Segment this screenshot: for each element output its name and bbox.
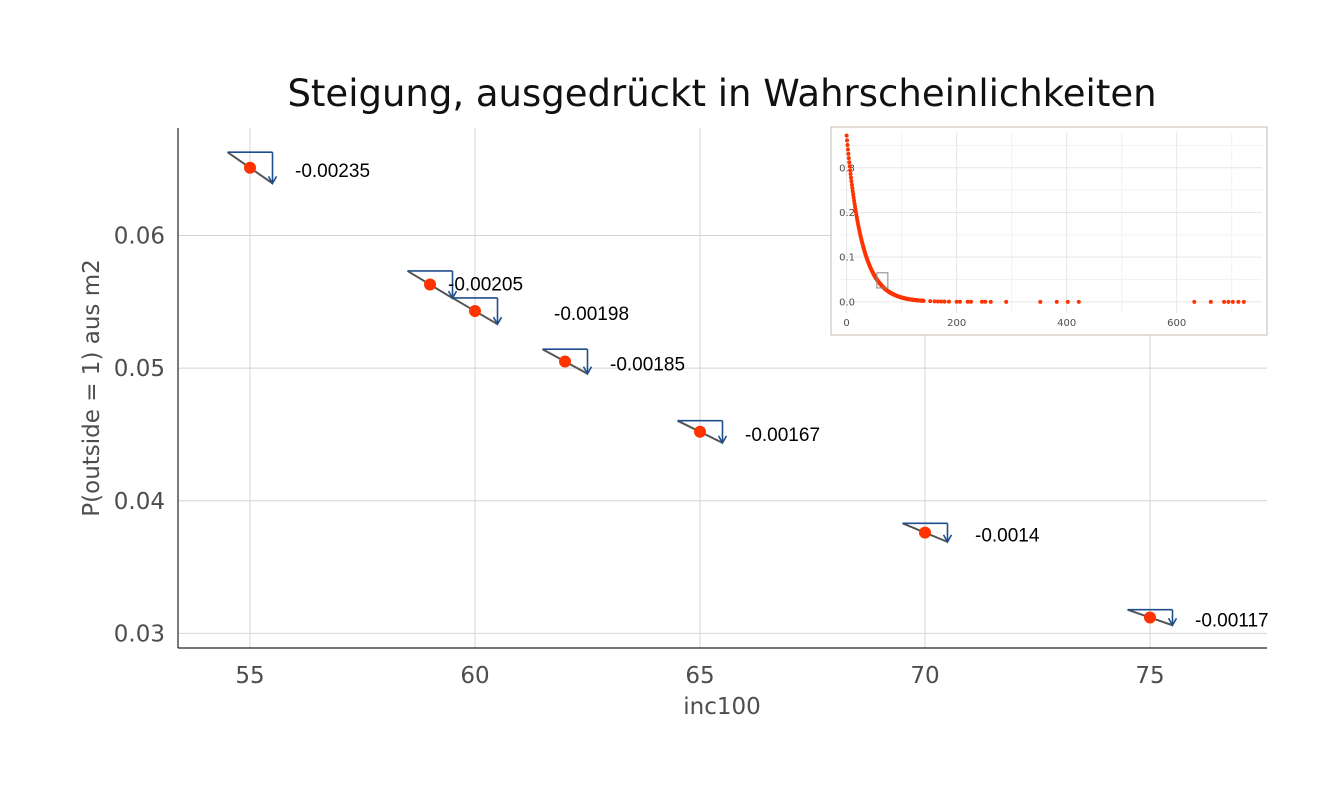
rise-arrowhead bbox=[492, 316, 503, 326]
rise-arrowhead bbox=[267, 175, 278, 185]
rise-arrowhead bbox=[942, 534, 953, 544]
slope-labels: -0.00235 -0.00205 -0.00198 -0.00185 -0.00167… bbox=[295, 161, 1269, 632]
inset-zoom-rectangle bbox=[876, 272, 889, 289]
inset-data-point bbox=[850, 189, 855, 194]
inset-data-point bbox=[849, 179, 854, 184]
inset-x-tick-labels: 0 200 400 600 bbox=[843, 318, 1186, 329]
inset-plot: 0 200 400 600 0.0 0.1 0.2 0.3 bbox=[830, 126, 1268, 336]
inset-data-point bbox=[850, 186, 855, 191]
slope-label: -0.00185 bbox=[610, 354, 685, 375]
inset-data-points bbox=[844, 133, 1246, 304]
inset-data-point bbox=[988, 299, 993, 304]
inset-data-point bbox=[979, 299, 984, 304]
slope-label: -0.00235 bbox=[295, 161, 370, 182]
inset-data-point bbox=[848, 168, 853, 173]
inset-data-point bbox=[847, 164, 852, 169]
inset-data-point bbox=[1004, 299, 1009, 304]
inset-data-point bbox=[939, 299, 944, 304]
data-point bbox=[424, 278, 436, 291]
inset-y-tick-label: 0.1 bbox=[839, 253, 855, 264]
y-tick-labels: 0.03 0.04 0.05 0.06 bbox=[114, 223, 165, 647]
inset-data-point bbox=[1065, 299, 1070, 304]
y-tick-label: 0.04 bbox=[114, 489, 165, 515]
inset-data-point bbox=[848, 171, 853, 176]
inset-data-point bbox=[1208, 299, 1213, 304]
inset-data-point bbox=[954, 299, 959, 304]
inset-data-point bbox=[846, 151, 851, 156]
inset-data-point bbox=[928, 299, 933, 304]
slope-label: -0.00205 bbox=[448, 275, 523, 296]
x-tick-label: 55 bbox=[235, 663, 264, 689]
data-point bbox=[694, 425, 706, 438]
rise-arrowhead bbox=[1167, 617, 1178, 627]
inset-data-point bbox=[849, 175, 854, 180]
inset-data-point bbox=[1241, 299, 1246, 304]
inset-data-point bbox=[844, 133, 849, 138]
y-tick-label: 0.05 bbox=[114, 356, 165, 382]
inset-data-point bbox=[845, 143, 850, 148]
inset-data-point bbox=[921, 298, 926, 303]
inset-background bbox=[830, 126, 1268, 336]
y-tick-label: 0.06 bbox=[114, 223, 165, 249]
inset-x-tick-label: 200 bbox=[947, 318, 966, 329]
inset-data-point bbox=[851, 192, 856, 197]
x-tick-label: 60 bbox=[460, 663, 489, 689]
inset-x-tick-label: 0 bbox=[843, 318, 849, 329]
inset-data-point bbox=[965, 299, 970, 304]
inset-data-point bbox=[847, 160, 852, 165]
rise-arrowhead bbox=[717, 435, 728, 445]
y-tick-label: 0.03 bbox=[114, 621, 165, 647]
inset-data-point bbox=[1076, 299, 1081, 304]
main-plot-panel: 55 60 65 70 75 0.030.040.050.06 -0.00235-0.0… bbox=[114, 128, 1269, 689]
inset-data-point bbox=[1230, 299, 1235, 304]
inset-data-point bbox=[942, 299, 947, 304]
inset-y-tick-label: 0.3 bbox=[839, 163, 855, 174]
data-point bbox=[469, 305, 481, 318]
inset-data-point bbox=[846, 156, 851, 161]
x-axis-title: inc100 bbox=[683, 694, 761, 720]
inset-highlight-box bbox=[876, 272, 889, 289]
inset-data-point bbox=[1226, 299, 1231, 304]
inset-data-point bbox=[968, 299, 973, 304]
inset-data-point bbox=[849, 182, 854, 187]
slope-label: -0.00198 bbox=[554, 304, 629, 325]
inset-data-point bbox=[1222, 299, 1227, 304]
data-points bbox=[244, 161, 1156, 624]
inset-data-point bbox=[1038, 299, 1043, 304]
x-tick-label: 75 bbox=[1135, 663, 1164, 689]
inset-data-point bbox=[845, 138, 850, 143]
inset-y-tick-label: 0.2 bbox=[839, 208, 855, 219]
inset-data-point bbox=[1192, 299, 1197, 304]
inset-data-point bbox=[957, 299, 962, 304]
inset-y-tick-label: 0.0 bbox=[839, 297, 855, 308]
y-axis-title: P(outside = 1) aus m2 bbox=[79, 259, 105, 516]
inset-gridlines bbox=[840, 132, 1262, 313]
inset-data-point bbox=[845, 147, 850, 152]
inset-data-point bbox=[946, 299, 951, 304]
x-tick-label: 70 bbox=[910, 663, 939, 689]
data-point bbox=[1144, 611, 1156, 624]
x-tick-labels: 55 60 65 70 75 bbox=[235, 663, 1164, 689]
data-point bbox=[919, 526, 931, 539]
inset-x-tick-label: 400 bbox=[1057, 318, 1076, 329]
rise-arrowhead bbox=[582, 366, 593, 376]
inset-x-tick-label: 600 bbox=[1167, 318, 1186, 329]
inset-data-point bbox=[851, 195, 856, 200]
inset-data-point bbox=[935, 299, 940, 304]
inset-data-point bbox=[1236, 299, 1241, 304]
inset-y-tick-labels: 0.0 0.1 0.2 0.3 bbox=[839, 163, 855, 308]
slope-label: -0.00117 bbox=[1195, 610, 1269, 631]
inset-data-point bbox=[983, 299, 988, 304]
data-point bbox=[559, 355, 571, 368]
inset-data-point bbox=[1054, 299, 1059, 304]
slope-label: -0.00167 bbox=[745, 425, 820, 446]
inset-data-point bbox=[932, 299, 937, 304]
chart-title: Steigung, ausgedrückt in Wahrscheinlichk… bbox=[287, 72, 1156, 115]
slope-label: -0.0014 bbox=[975, 526, 1040, 547]
data-point bbox=[244, 161, 256, 174]
x-tick-label: 65 bbox=[685, 663, 714, 689]
